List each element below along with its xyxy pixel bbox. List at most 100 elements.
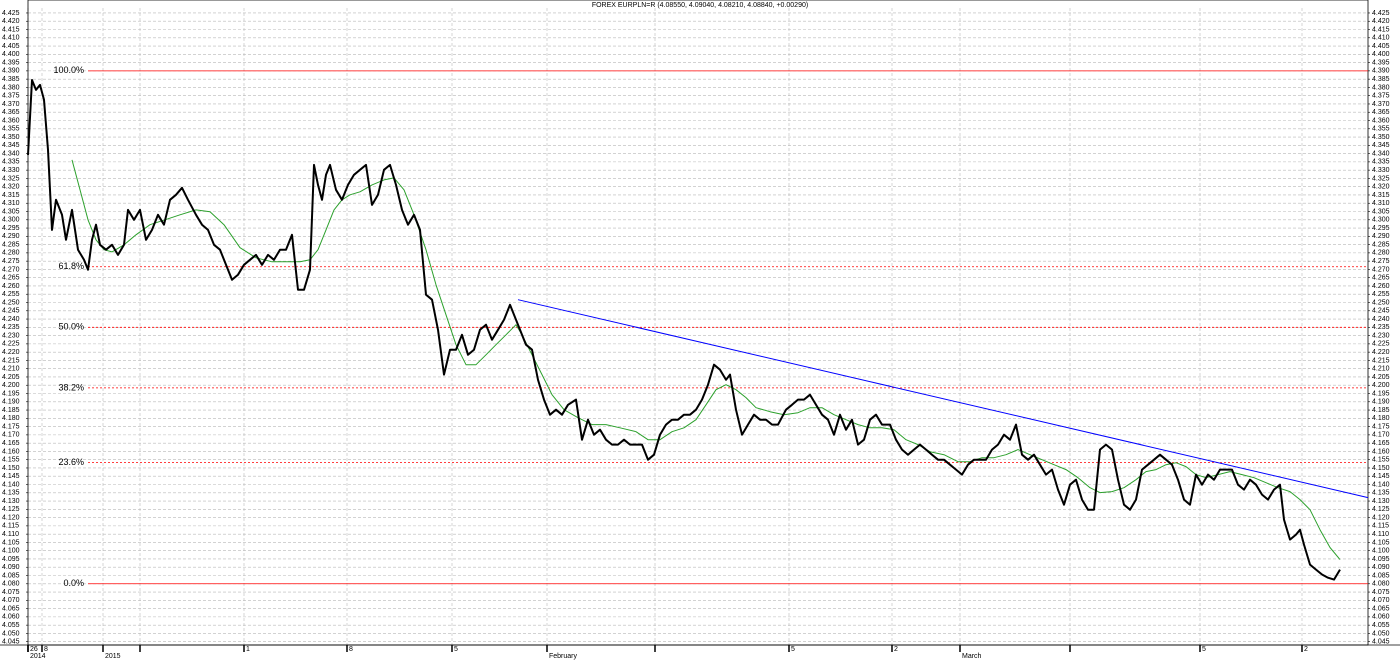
x-tick-label: 8 (349, 646, 353, 653)
y-tick-label: 4.200 (2, 382, 20, 389)
y-tick-label: 4.260 (1372, 283, 1390, 290)
y-tick-label: 4.145 (2, 473, 20, 480)
y-tick-label: 4.405 (1372, 43, 1390, 50)
x-tick-label: 26 (30, 646, 38, 653)
y-tick-label: 4.255 (1372, 291, 1390, 298)
y-tick-label: 4.205 (1372, 374, 1390, 381)
y-tick-label: 4.185 (1372, 407, 1390, 414)
y-tick-label: 4.405 (2, 43, 20, 50)
y-tick-label: 4.070 (1372, 597, 1390, 604)
y-tick-label: 4.345 (2, 142, 20, 149)
y-tick-label: 4.125 (1372, 506, 1390, 513)
y-tick-label: 4.235 (2, 324, 20, 331)
x-tick-label: 8 (44, 646, 48, 653)
y-tick-label: 4.050 (1372, 630, 1390, 637)
y-tick-label: 4.110 (1372, 531, 1389, 538)
y-tick-label: 4.105 (1372, 539, 1390, 546)
y-tick-label: 4.325 (1372, 175, 1390, 182)
y-tick-label: 4.385 (2, 76, 20, 83)
y-tick-label: 4.365 (1372, 109, 1390, 116)
y-tick-label: 4.415 (2, 26, 20, 33)
y-tick-label: 4.400 (1372, 51, 1390, 58)
trend-line (517, 299, 1369, 499)
y-tick-label: 4.345 (1372, 142, 1390, 149)
y-tick-label: 4.375 (2, 93, 20, 100)
y-tick-label: 4.230 (2, 332, 20, 339)
y-tick-label: 4.050 (2, 630, 20, 637)
y-tick-label: 4.155 (1372, 457, 1390, 464)
y-tick-label: 4.310 (2, 200, 20, 207)
y-tick-label: 4.130 (2, 498, 20, 505)
x-tick-label: 5 (791, 646, 795, 653)
y-tick-label: 4.045 (1372, 639, 1390, 646)
y-tick-label: 4.120 (2, 514, 20, 521)
y-tick-label: 4.170 (2, 432, 20, 439)
y-tick-label: 4.070 (2, 597, 20, 604)
y-tick-label: 4.290 (1372, 233, 1390, 240)
x-period-label: March (962, 653, 982, 660)
y-tick-label: 4.160 (2, 448, 20, 455)
y-tick-label: 4.065 (1372, 605, 1390, 612)
y-tick-label: 4.055 (1372, 622, 1390, 629)
y-tick-label: 4.180 (2, 415, 20, 422)
y-tick-label: 4.080 (2, 581, 20, 588)
y-tick-label: 4.280 (1372, 250, 1390, 257)
y-tick-label: 4.350 (1372, 134, 1390, 141)
fib-label: 23.6% (58, 457, 84, 467)
y-tick-label: 4.340 (2, 150, 20, 157)
y-tick-label: 4.105 (2, 539, 20, 546)
y-tick-label: 4.090 (1372, 564, 1390, 571)
y-tick-label: 4.330 (2, 167, 20, 174)
y-tick-label: 4.240 (1372, 316, 1390, 323)
y-tick-label: 4.220 (1372, 349, 1390, 356)
y-tick-label: 4.060 (1372, 614, 1390, 621)
y-tick-label: 4.165 (2, 440, 20, 447)
y-tick-label: 4.310 (1372, 200, 1390, 207)
y-tick-label: 4.285 (1372, 241, 1390, 248)
x-period-label: 2014 (30, 653, 46, 660)
y-tick-label: 4.115 (1372, 523, 1389, 530)
plot-frame (27, 0, 1369, 646)
y-tick-label: 4.390 (1372, 68, 1390, 75)
y-tick-label: 4.410 (2, 35, 20, 42)
y-tick-label: 4.190 (1372, 399, 1390, 406)
x-tick-label: 5 (1202, 646, 1206, 653)
y-tick-label: 4.100 (1372, 548, 1390, 555)
y-tick-label: 4.260 (2, 283, 20, 290)
y-tick-label: 4.315 (2, 192, 20, 199)
y-tick-label: 4.375 (1372, 93, 1390, 100)
y-tick-label: 4.085 (1372, 572, 1390, 579)
x-tick-label: 5 (454, 646, 458, 653)
y-tick-label: 4.125 (2, 506, 20, 513)
fib-label: 100.0% (53, 65, 84, 75)
y-tick-label: 4.370 (2, 101, 20, 108)
y-tick-label: 4.060 (2, 614, 20, 621)
y-tick-label: 4.425 (2, 10, 20, 17)
y-tick-label: 4.095 (1372, 556, 1390, 563)
y-tick-label: 4.280 (2, 250, 20, 257)
y-tick-label: 4.155 (2, 457, 20, 464)
y-tick-label: 4.420 (1372, 18, 1390, 25)
y-tick-label: 4.215 (2, 357, 20, 364)
y-tick-label: 4.180 (1372, 415, 1390, 422)
y-tick-label: 4.300 (2, 217, 20, 224)
y-tick-label: 4.235 (1372, 324, 1390, 331)
y-tick-label: 4.140 (2, 481, 20, 488)
y-tick-label: 4.250 (1372, 299, 1390, 306)
y-tick-label: 4.335 (2, 159, 20, 166)
y-tick-label: 4.320 (2, 184, 20, 191)
fib-label: 38.2% (58, 382, 84, 392)
y-tick-label: 4.100 (2, 548, 20, 555)
y-tick-label: 4.370 (1372, 101, 1390, 108)
y-tick-label: 4.295 (1372, 225, 1390, 232)
y-tick-label: 4.140 (1372, 481, 1390, 488)
y-tick-label: 4.200 (1372, 382, 1390, 389)
y-tick-label: 4.095 (2, 556, 20, 563)
y-tick-label: 4.285 (2, 241, 20, 248)
y-tick-label: 4.165 (1372, 440, 1390, 447)
y-tick-label: 4.265 (1372, 275, 1390, 282)
y-tick-label: 4.380 (1372, 84, 1390, 91)
y-tick-label: 4.245 (2, 308, 20, 315)
y-tick-label: 4.425 (1372, 10, 1390, 17)
